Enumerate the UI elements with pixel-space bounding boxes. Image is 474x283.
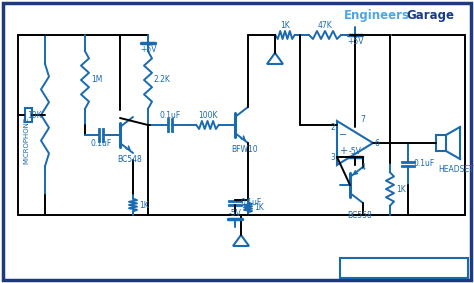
FancyBboxPatch shape xyxy=(340,258,468,278)
Text: Engineers: Engineers xyxy=(344,8,410,22)
Text: 100K: 100K xyxy=(198,112,217,121)
Text: +: + xyxy=(339,146,347,156)
Text: -5V: -5V xyxy=(348,147,362,155)
Text: 3: 3 xyxy=(330,153,336,162)
Text: 6: 6 xyxy=(374,138,380,147)
Text: 0.1uF: 0.1uF xyxy=(159,112,181,121)
Text: 1K: 1K xyxy=(254,203,264,212)
Bar xyxy=(436,135,446,151)
Text: MICROPHONE: MICROPHONE xyxy=(23,116,29,164)
Text: Garage: Garage xyxy=(406,8,454,22)
Text: +5V: +5V xyxy=(347,37,363,46)
Text: -5V: -5V xyxy=(228,209,241,218)
FancyBboxPatch shape xyxy=(3,3,471,280)
Text: 1M: 1M xyxy=(91,76,102,85)
Text: 0.1uF: 0.1uF xyxy=(241,198,262,207)
Text: HEADSET: HEADSET xyxy=(438,166,474,175)
Bar xyxy=(25,108,32,122)
Text: 0.1uF: 0.1uF xyxy=(414,160,435,168)
Text: 1K: 1K xyxy=(280,22,290,31)
Text: 0.1uF: 0.1uF xyxy=(91,138,112,147)
Text: BFW10: BFW10 xyxy=(232,145,258,155)
Text: BC548: BC548 xyxy=(118,155,142,164)
Text: 2.2K: 2.2K xyxy=(154,76,171,85)
Text: +5V: +5V xyxy=(140,44,156,53)
Text: 4: 4 xyxy=(361,162,365,171)
Text: 7: 7 xyxy=(361,115,365,123)
Text: 47K: 47K xyxy=(318,22,332,31)
Text: 10K: 10K xyxy=(27,110,42,119)
Text: −: − xyxy=(339,130,347,140)
Text: 2: 2 xyxy=(331,123,336,132)
Text: 1K: 1K xyxy=(139,200,149,209)
Text: BC558: BC558 xyxy=(347,211,373,220)
Text: 1K: 1K xyxy=(396,185,406,194)
